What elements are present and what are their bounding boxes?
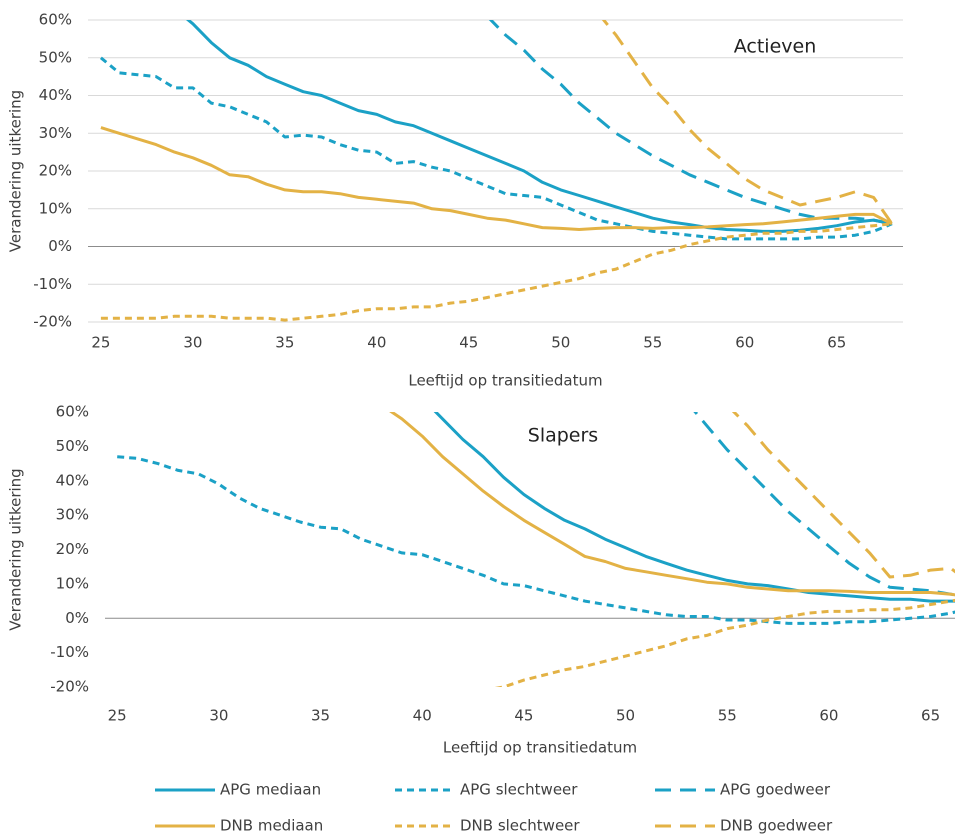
x-tick-label: 45 xyxy=(459,334,478,352)
y-tick-label: 30% xyxy=(39,124,72,142)
y-tick-label: 40% xyxy=(56,471,89,489)
y-tick-label: 50% xyxy=(39,48,72,66)
legend-label: APG mediaan xyxy=(220,781,321,799)
x-tick-label: 60 xyxy=(735,334,754,352)
y-tick-label: -10% xyxy=(50,643,89,661)
x-tick-label: 35 xyxy=(275,334,294,352)
series-line xyxy=(99,56,893,241)
x-axis-label: Leeftijd op transitiedatum xyxy=(408,372,602,390)
y-axis-label: Verandering uitkering xyxy=(7,90,25,252)
legend-label: DNB goedweer xyxy=(720,817,833,834)
x-tick-label: 55 xyxy=(643,334,662,352)
annotation: Actieven xyxy=(734,36,817,58)
series-line xyxy=(185,20,893,233)
y-tick-label: 60% xyxy=(56,403,89,421)
series-line xyxy=(100,222,893,322)
x-tick-label: 30 xyxy=(183,334,202,352)
legend-label: DNB slechtweer xyxy=(460,817,580,834)
series-line xyxy=(494,598,955,687)
x-tick-label: 45 xyxy=(514,707,533,725)
series-line xyxy=(117,455,955,625)
x-tick-label: 50 xyxy=(616,707,635,725)
series-line xyxy=(488,20,893,226)
series-line xyxy=(433,412,955,603)
y-tick-label: -20% xyxy=(50,678,89,696)
y-tick-label: 60% xyxy=(39,11,72,29)
y-tick-label: 20% xyxy=(56,540,89,558)
y-tick-label: 40% xyxy=(39,86,72,104)
x-tick-label: 25 xyxy=(108,707,127,725)
x-tick-label: 50 xyxy=(551,334,570,352)
x-tick-label: 65 xyxy=(827,334,846,352)
y-tick-label: 10% xyxy=(39,199,72,217)
x-tick-label: 35 xyxy=(311,707,330,725)
x-tick-label: 40 xyxy=(413,707,432,725)
series-line xyxy=(693,412,955,597)
series-line xyxy=(389,412,955,597)
y-tick-label: 10% xyxy=(56,574,89,592)
x-tick-label: 65 xyxy=(921,707,940,725)
x-tick-label: 55 xyxy=(718,707,737,725)
legend-label: APG goedweer xyxy=(720,781,831,799)
series-line xyxy=(100,126,893,231)
series-line xyxy=(601,20,894,225)
x-axis-label: Leeftijd op transitiedatum xyxy=(443,739,637,757)
y-tick-label: -20% xyxy=(33,313,72,331)
y-tick-label: 50% xyxy=(56,437,89,455)
y-tick-label: -10% xyxy=(33,275,72,293)
y-tick-label: 0% xyxy=(65,609,89,627)
x-tick-label: 30 xyxy=(209,707,228,725)
legend-label: DNB mediaan xyxy=(220,817,323,834)
x-tick-label: 60 xyxy=(819,707,838,725)
y-axis-label: Verandering uitkering xyxy=(7,468,25,630)
y-tick-label: 30% xyxy=(56,506,89,524)
y-tick-label: 0% xyxy=(48,237,72,255)
y-tick-label: 20% xyxy=(39,162,72,180)
x-tick-label: 40 xyxy=(367,334,386,352)
series-line xyxy=(731,412,955,579)
x-tick-label: 25 xyxy=(91,334,110,352)
annotation: Slapers xyxy=(528,425,598,447)
legend-label: APG slechtweer xyxy=(460,781,578,799)
